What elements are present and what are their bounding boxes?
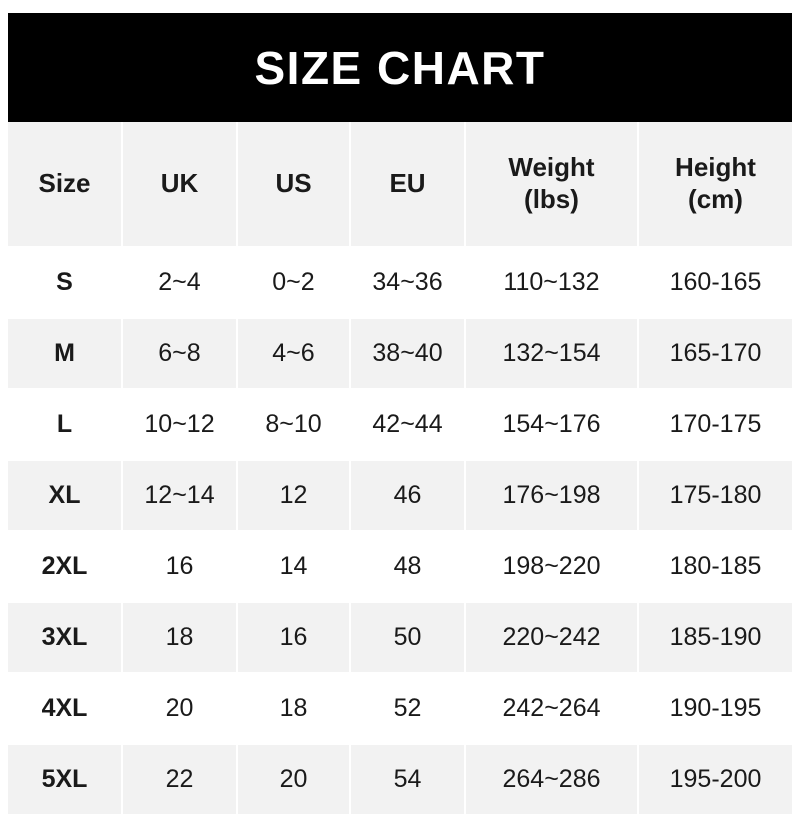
- column-header-weight-line2: (lbs): [524, 184, 579, 214]
- cell-eu: 50: [350, 602, 466, 674]
- cell-eu: 34~36: [350, 247, 466, 319]
- cell-size: 3XL: [8, 602, 123, 674]
- table-row: 5XL 22 20 54 264~286 195-200: [8, 744, 792, 814]
- column-header-weight-line1: Weight: [508, 152, 595, 183]
- column-header-us: US: [237, 122, 351, 248]
- table-row: 2XL 16 14 48 198~220 180-185: [8, 531, 792, 603]
- cell-weight: 132~154: [465, 318, 639, 390]
- cell-weight: 242~264: [465, 673, 639, 745]
- cell-eu: 42~44: [350, 389, 466, 461]
- cell-eu: 38~40: [350, 318, 466, 390]
- table-row: XL 12~14 12 46 176~198 175-180: [8, 460, 792, 532]
- cell-size: 4XL: [8, 673, 123, 745]
- cell-size: XL: [8, 460, 123, 532]
- table-row: 3XL 18 16 50 220~242 185-190: [8, 602, 792, 674]
- cell-us: 12: [237, 460, 351, 532]
- cell-us: 20: [237, 744, 351, 814]
- cell-size: L: [8, 389, 123, 461]
- cell-us: 4~6: [237, 318, 351, 390]
- cell-uk: 10~12: [122, 389, 238, 461]
- cell-uk: 16: [122, 531, 238, 603]
- title-banner: SIZE CHART: [8, 13, 792, 122]
- size-chart-table: Size UK US EU Weight (lbs) Height (cm): [8, 122, 792, 814]
- cell-uk: 18: [122, 602, 238, 674]
- column-header-height-line1: Height: [675, 152, 756, 183]
- column-header-size: Size: [8, 122, 123, 248]
- cell-weight: 264~286: [465, 744, 639, 814]
- column-header-weight: Weight (lbs): [465, 122, 639, 248]
- cell-eu: 54: [350, 744, 466, 814]
- table-header-row: Size UK US EU Weight (lbs) Height (cm): [8, 122, 792, 248]
- column-header-height: Height (cm): [638, 122, 792, 248]
- cell-height: 170-175: [638, 389, 792, 461]
- column-header-uk-line1: UK: [160, 168, 199, 199]
- cell-eu: 48: [350, 531, 466, 603]
- cell-eu: 52: [350, 673, 466, 745]
- column-header-size-line1: Size: [38, 168, 91, 199]
- column-header-height-line2: (cm): [688, 184, 743, 214]
- cell-us: 0~2: [237, 247, 351, 319]
- table-row: S 2~4 0~2 34~36 110~132 160-165: [8, 247, 792, 319]
- cell-eu: 46: [350, 460, 466, 532]
- cell-us: 18: [237, 673, 351, 745]
- table-row: L 10~12 8~10 42~44 154~176 170-175: [8, 389, 792, 461]
- cell-weight: 154~176: [465, 389, 639, 461]
- cell-uk: 12~14: [122, 460, 238, 532]
- cell-size: 5XL: [8, 744, 123, 814]
- cell-height: 160-165: [638, 247, 792, 319]
- table-row: M 6~8 4~6 38~40 132~154 165-170: [8, 318, 792, 390]
- cell-us: 8~10: [237, 389, 351, 461]
- column-header-uk: UK: [122, 122, 238, 248]
- cell-us: 16: [237, 602, 351, 674]
- cell-weight: 110~132: [465, 247, 639, 319]
- column-header-eu: EU: [350, 122, 466, 248]
- table-row: 4XL 20 18 52 242~264 190-195: [8, 673, 792, 745]
- page-title: SIZE CHART: [254, 41, 546, 94]
- cell-size: 2XL: [8, 531, 123, 603]
- cell-weight: 198~220: [465, 531, 639, 603]
- cell-uk: 6~8: [122, 318, 238, 390]
- table-body: S 2~4 0~2 34~36 110~132 160-165 M 6~8 4~…: [8, 247, 792, 814]
- cell-height: 180-185: [638, 531, 792, 603]
- cell-weight: 176~198: [465, 460, 639, 532]
- cell-height: 175-180: [638, 460, 792, 532]
- cell-size: S: [8, 247, 123, 319]
- column-header-us-line1: US: [275, 168, 312, 199]
- column-header-eu-line1: EU: [389, 168, 426, 199]
- cell-height: 190-195: [638, 673, 792, 745]
- cell-weight: 220~242: [465, 602, 639, 674]
- cell-us: 14: [237, 531, 351, 603]
- cell-uk: 2~4: [122, 247, 238, 319]
- cell-uk: 22: [122, 744, 238, 814]
- cell-height: 185-190: [638, 602, 792, 674]
- cell-uk: 20: [122, 673, 238, 745]
- cell-height: 165-170: [638, 318, 792, 390]
- cell-height: 195-200: [669, 765, 762, 793]
- table-header: Size UK US EU Weight (lbs) Height (cm): [8, 122, 792, 248]
- cell-size: M: [8, 318, 123, 390]
